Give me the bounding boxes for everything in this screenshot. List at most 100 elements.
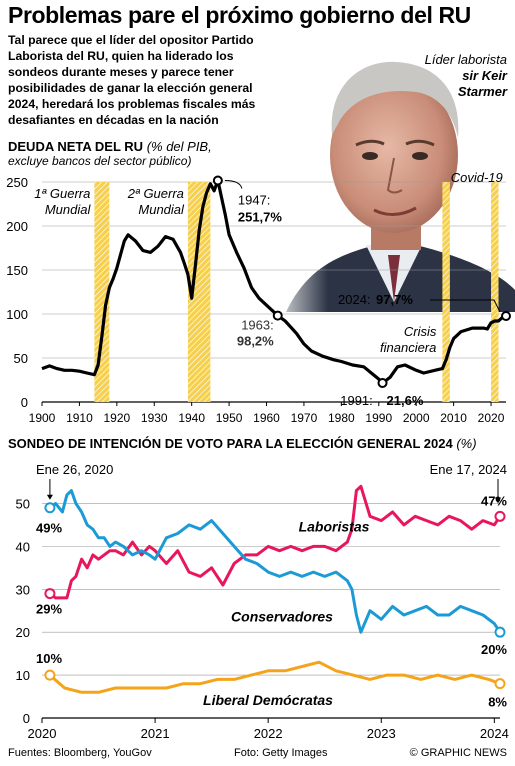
debt-x-tick: 2010 <box>440 411 467 425</box>
caption-role: Líder laborista <box>424 52 507 67</box>
debt-band-label: financiera <box>380 340 436 355</box>
debt-x-tick: 1910 <box>66 411 93 425</box>
debt-y-tick: 0 <box>21 395 28 410</box>
poll-start-value: 29% <box>36 602 62 617</box>
poll-y-tick: 10 <box>16 668 30 683</box>
poll-series-line <box>48 660 501 694</box>
debt-x-tick: 2020 <box>478 411 505 425</box>
debt-annotation-year: 2024: <box>338 292 371 307</box>
debt-x-tick: 1900 <box>29 411 56 425</box>
poll-x-tick: 2022 <box>254 726 283 741</box>
debt-highlight-band <box>491 182 499 402</box>
poll-chart-unit: (%) <box>456 436 477 451</box>
poll-chart: 0 10 20 30 40 50 2020 2021 2022 2023 2024 29% 49% 10… <box>16 462 509 741</box>
debt-highlight-band <box>187 182 211 402</box>
poll-start-value: 49% <box>36 521 62 536</box>
page-title: Problemas pare el próximo gobierno del R… <box>8 2 471 28</box>
poll-end-point <box>494 510 506 522</box>
poll-series <box>48 484 502 694</box>
debt-annotation-arrow <box>430 299 501 313</box>
poll-series-label: Conservadores <box>231 608 333 624</box>
debt-x-tick: 1930 <box>141 411 168 425</box>
poll-end-date: Ene 17, 2024 <box>430 462 507 477</box>
debt-y-tick: 50 <box>14 351 28 366</box>
footer-photo-credit: Foto: Getty Images <box>234 747 328 759</box>
poll-series-line <box>49 489 502 634</box>
debt-annotation-point <box>377 377 388 388</box>
debt-band-label: 1ª Guerra <box>34 186 90 201</box>
debt-chart-subtitle: excluye bancos del sector público) <box>8 154 192 168</box>
debt-band-label: Mundial <box>138 202 185 217</box>
debt-annotation-point <box>501 311 511 322</box>
poll-y-tick: 20 <box>16 625 30 640</box>
poll-end-value: 8% <box>488 695 507 710</box>
poll-start-point <box>44 588 56 600</box>
debt-y-tick: 100 <box>6 307 28 322</box>
debt-y-tick: 250 <box>6 175 28 190</box>
poll-series-line <box>48 484 502 600</box>
debt-annotation-value: 251,7% <box>238 210 283 225</box>
poll-start-value: 10% <box>36 651 62 666</box>
intro-text: Tal parece que el líder del opositor Par… <box>8 33 256 127</box>
debt-x-tick: 1940 <box>178 411 205 425</box>
debt-band-label: Crisis <box>404 324 437 339</box>
debt-highlight-band <box>94 182 110 402</box>
poll-end-point <box>494 678 506 690</box>
poll-chart-heading: SONDEO DE INTENCIÓN DE VOTO PARA LA ELEC… <box>8 436 477 451</box>
poll-start-arrowhead <box>46 494 53 500</box>
poll-end-value: 47% <box>481 493 507 508</box>
caption-name-first: sir Keir <box>462 68 507 83</box>
debt-y-tick: 150 <box>6 263 28 278</box>
debt-x-tick: 1950 <box>216 411 243 425</box>
footer-copyright: © GRAPHIC NEWS <box>409 747 507 759</box>
debt-annotation-year: 1947: <box>238 193 271 208</box>
photo-caption: Líder laborista sir Keir Starmer <box>425 52 507 100</box>
poll-series-label: Liberal Demócratas <box>203 692 333 708</box>
poll-y-tick: 50 <box>16 496 30 511</box>
debt-x-tick: 1990 <box>365 411 392 425</box>
poll-x-tick: 2021 <box>141 726 170 741</box>
poll-annotations: 29% 49% 10% 47% 20% 8% Laboristas Conservadores… <box>36 462 507 710</box>
poll-end-value: 20% <box>481 642 507 657</box>
caption-name-last: Starmer <box>457 84 507 99</box>
portrait-photo <box>266 40 515 312</box>
debt-band-label: 2ª Guerra <box>127 186 184 201</box>
debt-chart-title: DEUDA NETA DEL RU <box>8 139 144 154</box>
debt-band-label: Mundial <box>45 202 92 217</box>
debt-highlight-band <box>442 182 450 402</box>
debt-x-tick: 1960 <box>253 411 280 425</box>
poll-y-tick: 0 <box>23 711 30 726</box>
debt-annotation-arrow <box>224 180 243 189</box>
poll-end-arrowhead <box>495 497 501 504</box>
poll-axis: 0 10 20 30 40 50 2020 2021 2022 2023 2024 <box>16 496 509 741</box>
debt-axis: 0 50 100 150 200 250 1900 1910 1920 1930 1940 1950 1… <box>6 175 504 425</box>
debt-band-label: Covid-19 <box>451 170 503 185</box>
debt-x-tick: 1980 <box>328 411 355 425</box>
poll-x-tick: 2020 <box>28 726 57 741</box>
debt-chart-heading: DEUDA NETA DEL RU (% del PIB, <box>8 139 212 154</box>
debt-annotation-point <box>212 175 223 186</box>
debt-annotations: 1947: 251,7% 1963:98,2% 1991: 21,6% 2024: 97,7… <box>212 175 511 408</box>
debt-annotation-value: 21,6% <box>387 393 424 408</box>
poll-series-label: Laboristas <box>299 518 370 534</box>
poll-x-tick: 2024 <box>480 726 509 741</box>
footer-sources: Fuentes: Bloomberg, YouGov <box>8 747 152 759</box>
poll-end-point <box>494 626 506 638</box>
debt-annotation-point <box>272 310 283 321</box>
debt-chart-unit: (% del PIB, <box>146 139 212 154</box>
poll-start-point <box>44 502 56 514</box>
debt-annotation-value: 98,2% <box>237 334 274 349</box>
debt-x-tick: 1970 <box>291 411 318 425</box>
portrait-illustration <box>266 40 515 312</box>
poll-start-point <box>44 669 56 681</box>
debt-series-line <box>41 178 507 385</box>
debt-annotation-year: 1991: <box>340 393 373 408</box>
poll-start-date: Ene 26, 2020 <box>36 462 113 477</box>
debt-x-tick: 1920 <box>103 411 130 425</box>
poll-chart-title: SONDEO DE INTENCIÓN DE VOTO PARA LA ELEC… <box>8 436 453 451</box>
poll-y-tick: 30 <box>16 582 30 597</box>
poll-y-tick: 40 <box>16 539 30 554</box>
debt-annotation-value: 97,7% <box>376 292 413 307</box>
